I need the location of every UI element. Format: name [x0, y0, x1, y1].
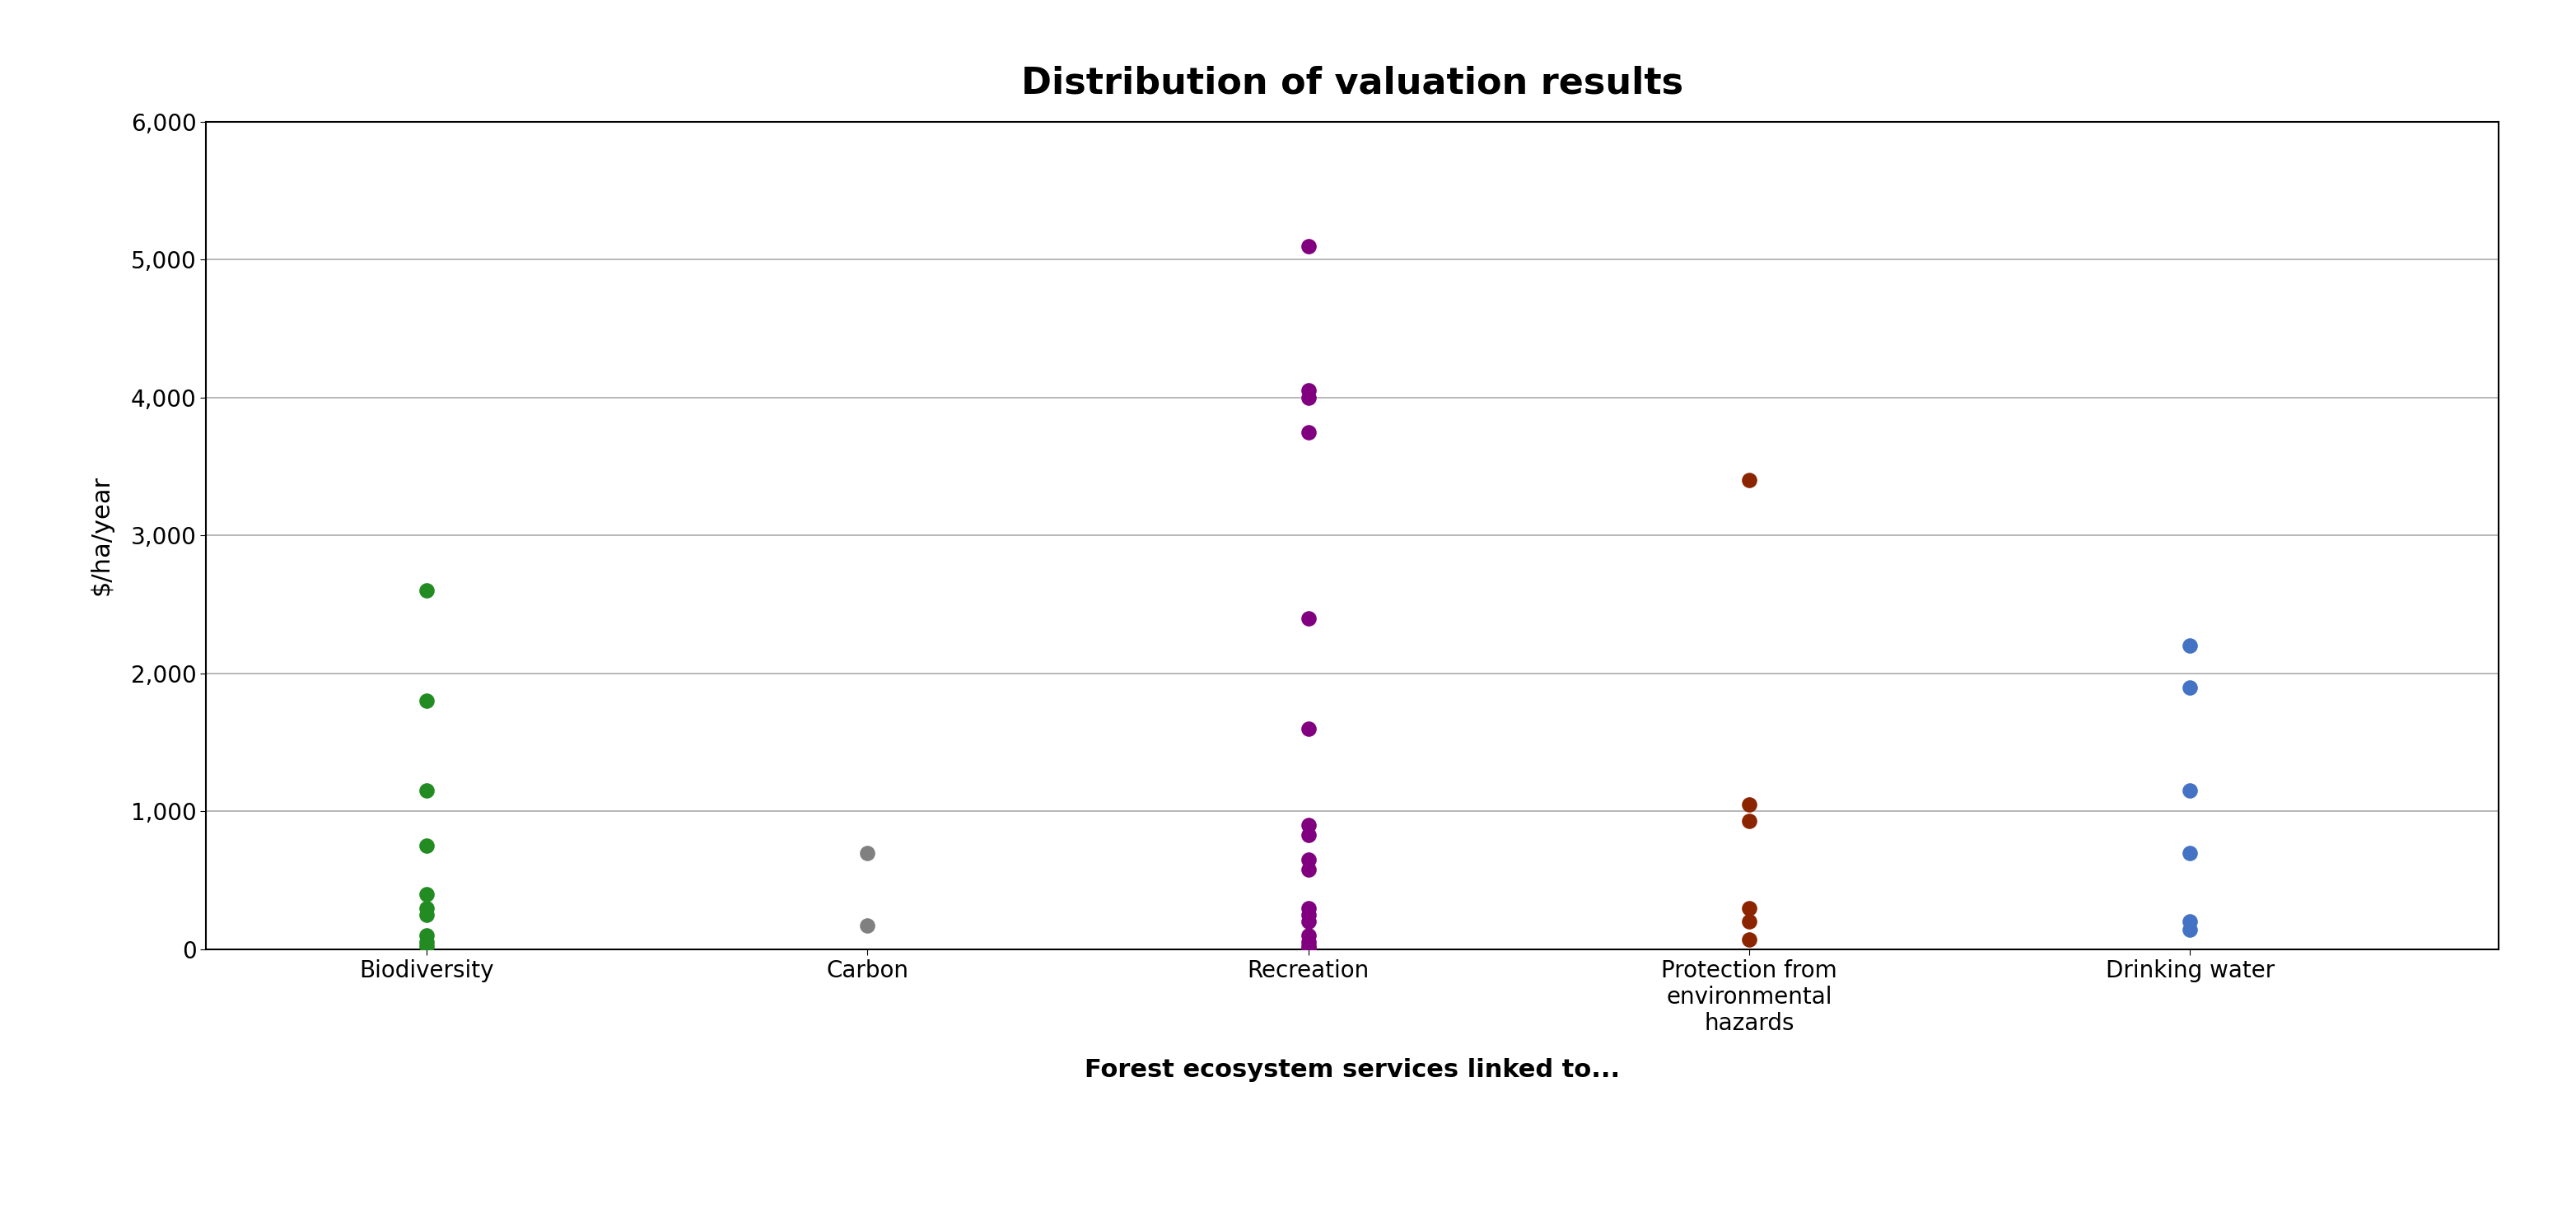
Point — [1288, 938, 1329, 958]
Point — [1288, 608, 1329, 628]
Point — [1728, 471, 1770, 490]
Point — [1288, 932, 1329, 952]
Point — [1728, 812, 1770, 831]
Point — [848, 915, 889, 935]
Point — [2169, 636, 2210, 656]
Point — [1728, 898, 1770, 918]
Point — [2169, 678, 2210, 697]
Point — [848, 843, 889, 863]
Point — [407, 905, 448, 925]
Point — [407, 885, 448, 904]
Point — [407, 781, 448, 801]
Point — [1288, 815, 1329, 835]
Title: Distribution of valuation results: Distribution of valuation results — [1020, 66, 1685, 101]
Y-axis label: $/ha/year: $/ha/year — [90, 476, 113, 595]
Point — [1288, 926, 1329, 946]
Point — [407, 898, 448, 918]
Point — [1288, 388, 1329, 408]
Point — [1728, 912, 1770, 931]
Point — [1728, 795, 1770, 814]
Point — [1288, 905, 1329, 925]
Point — [407, 691, 448, 711]
Point — [1728, 930, 1770, 949]
Point — [407, 932, 448, 952]
X-axis label: Forest ecosystem services linked to...: Forest ecosystem services linked to... — [1084, 1059, 1620, 1082]
Point — [2169, 781, 2210, 801]
Point — [1288, 912, 1329, 931]
Point — [1288, 719, 1329, 739]
Point — [407, 581, 448, 600]
Point — [2169, 912, 2210, 931]
Point — [2169, 920, 2210, 940]
Point — [1288, 859, 1329, 879]
Point — [2169, 843, 2210, 863]
Point — [1288, 236, 1329, 256]
Point — [407, 836, 448, 856]
Point — [407, 926, 448, 946]
Point — [1288, 898, 1329, 918]
Point — [1288, 825, 1329, 845]
Point — [1288, 381, 1329, 400]
Point — [407, 937, 448, 957]
Point — [1288, 937, 1329, 957]
Point — [1288, 422, 1329, 442]
Point — [1288, 849, 1329, 869]
